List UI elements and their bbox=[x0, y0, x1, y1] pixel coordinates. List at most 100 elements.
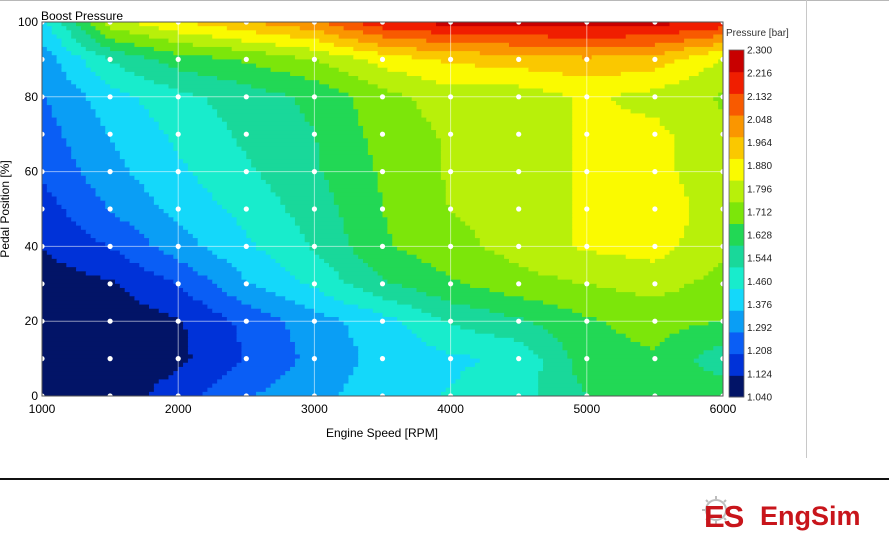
contour-cell bbox=[309, 121, 359, 127]
contour-cell bbox=[679, 287, 723, 293]
contour-cell bbox=[528, 267, 714, 272]
contour-cell bbox=[543, 366, 573, 372]
contour-cell bbox=[95, 192, 150, 198]
data-point bbox=[311, 356, 317, 362]
contour-cell bbox=[71, 30, 87, 36]
contour-cell bbox=[285, 267, 335, 272]
contour-cell bbox=[299, 26, 345, 31]
contour-cell bbox=[543, 300, 723, 306]
contour-cell bbox=[95, 238, 150, 243]
contour-cell bbox=[572, 134, 675, 139]
contour-cell bbox=[338, 275, 384, 281]
contour-cell bbox=[42, 46, 48, 52]
contour-cell bbox=[134, 71, 199, 77]
data-point bbox=[448, 356, 454, 362]
data-point bbox=[652, 243, 658, 249]
contour-cell bbox=[265, 51, 330, 56]
contour-cell bbox=[328, 51, 379, 56]
data-point bbox=[175, 206, 181, 212]
contour-cell bbox=[713, 34, 723, 40]
contour-cell bbox=[42, 250, 48, 256]
contour-cell bbox=[294, 55, 354, 60]
contour-cell bbox=[51, 113, 97, 119]
contour-cell bbox=[42, 238, 97, 243]
contour-cell bbox=[85, 63, 121, 69]
contour-cell bbox=[538, 271, 710, 277]
contour-cell bbox=[51, 30, 72, 36]
data-point bbox=[652, 94, 658, 100]
contour-cell bbox=[416, 254, 505, 260]
contour-cell bbox=[377, 51, 481, 56]
contour-cell bbox=[406, 325, 461, 331]
contour-cell bbox=[42, 125, 63, 131]
contour-cell bbox=[358, 109, 423, 115]
contour-cell bbox=[217, 76, 306, 81]
contour-cell bbox=[61, 38, 77, 44]
contour-cell bbox=[372, 167, 442, 173]
contour-cell bbox=[650, 346, 656, 351]
contour-cell bbox=[129, 92, 194, 98]
contour-cell bbox=[581, 387, 723, 393]
contour-cell bbox=[460, 325, 544, 331]
contour-cell bbox=[119, 63, 170, 69]
contour-cell bbox=[572, 242, 680, 247]
contour-cell bbox=[42, 391, 150, 396]
contour-cell bbox=[290, 71, 350, 77]
data-point bbox=[584, 281, 590, 287]
contour-cell bbox=[168, 84, 252, 90]
contour-cell bbox=[256, 246, 311, 252]
contour-cell bbox=[192, 233, 247, 239]
contour-cell bbox=[256, 242, 311, 247]
contour-cell bbox=[149, 113, 218, 119]
contour-cell bbox=[270, 383, 345, 389]
contour-cell bbox=[440, 159, 573, 164]
contour-cell bbox=[124, 287, 184, 293]
data-point bbox=[584, 243, 590, 249]
data-point bbox=[448, 243, 454, 249]
contour-cell bbox=[367, 59, 442, 65]
contour-cell bbox=[236, 221, 296, 227]
contour-cell bbox=[42, 379, 160, 385]
contour-cell bbox=[358, 254, 418, 260]
data-point bbox=[516, 356, 522, 362]
contour-cell bbox=[523, 317, 598, 322]
contour-cell bbox=[168, 213, 233, 218]
contour-cell bbox=[338, 271, 379, 277]
contour-cell bbox=[285, 371, 354, 376]
contour-cell bbox=[416, 105, 573, 110]
contour-cell bbox=[688, 209, 723, 214]
contour-cell bbox=[377, 63, 476, 69]
contour-cell bbox=[270, 254, 320, 260]
contour-cell bbox=[275, 258, 325, 264]
contour-cell bbox=[674, 59, 719, 65]
contour-cell bbox=[625, 333, 671, 339]
contour-cell bbox=[42, 341, 189, 347]
contour-cell bbox=[382, 26, 719, 31]
contour-cell bbox=[572, 117, 661, 123]
contour-cell bbox=[183, 362, 238, 368]
contour-cell bbox=[387, 67, 530, 73]
contour-cell bbox=[474, 229, 573, 235]
data-point bbox=[311, 94, 317, 100]
contour-cell bbox=[338, 34, 384, 40]
contour-cell bbox=[333, 296, 384, 302]
data-point bbox=[448, 131, 454, 137]
contour-cell bbox=[674, 154, 723, 160]
contour-cell bbox=[538, 379, 578, 385]
contour-cell bbox=[450, 204, 573, 210]
contour-cell bbox=[158, 308, 213, 314]
contour-cell bbox=[528, 346, 564, 351]
contour-cell bbox=[445, 200, 573, 206]
contour-cell bbox=[343, 26, 384, 31]
data-point bbox=[448, 56, 454, 63]
contour-cell bbox=[90, 184, 145, 189]
contour-cell bbox=[615, 329, 680, 335]
colorbar-swatch bbox=[729, 223, 744, 246]
contour-cell bbox=[231, 46, 311, 52]
contour-cell bbox=[688, 76, 723, 81]
colorbar-swatch bbox=[729, 158, 744, 181]
contour-cell bbox=[421, 337, 515, 343]
x-tick-layer: 1000 2000 3000 4000 5000 6000 bbox=[29, 402, 737, 416]
contour-cell bbox=[85, 179, 140, 185]
contour-cell bbox=[411, 96, 573, 102]
